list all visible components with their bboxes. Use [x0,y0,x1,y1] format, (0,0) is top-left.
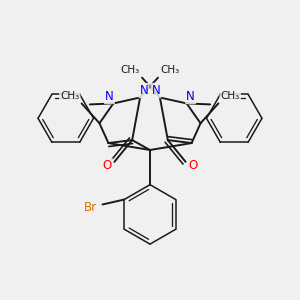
Text: N: N [105,90,114,103]
Text: CH₃: CH₃ [60,91,80,100]
Text: CH₃: CH₃ [160,65,179,75]
Text: O: O [188,159,197,172]
Text: Br: Br [84,201,97,214]
Text: CH₃: CH₃ [121,65,140,75]
Text: N: N [186,90,195,103]
Text: O: O [103,159,112,172]
Text: N: N [152,84,160,97]
Text: CH₃: CH₃ [220,91,240,100]
Text: N: N [140,84,148,97]
